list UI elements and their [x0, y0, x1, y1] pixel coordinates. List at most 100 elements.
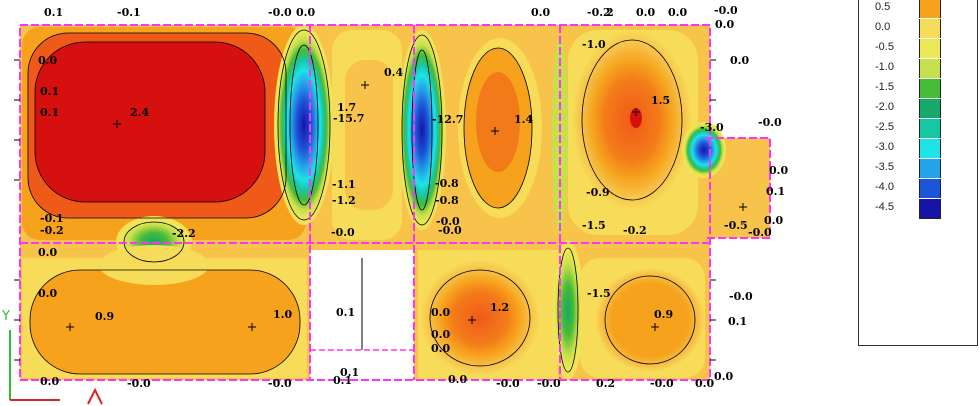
contour-label: -0.0: [438, 224, 462, 237]
contour-label: -1.1: [332, 178, 356, 191]
zone-ul-peak: [35, 42, 265, 202]
contour-label: -1.5: [582, 219, 606, 232]
color-legend: 0.5 0.0 -0.5 -1.0 -1.5 -2.0 -2.5 -3.0 -3.5 -4.0 -4…: [858, 0, 978, 346]
contour-label: 1.7: [337, 101, 356, 114]
legend-swatch: [919, 99, 941, 118]
zone-cold-spot: [682, 122, 726, 178]
contour-label: 0.0: [40, 375, 59, 388]
contour-label: -0.0: [268, 6, 292, 19]
contour-label: -0.0: [748, 226, 772, 239]
legend-item: 0.0: [875, 19, 955, 38]
contour-label: -1.5: [587, 287, 611, 300]
contour-label: 0.1: [40, 85, 59, 98]
contour-label: 0.0: [38, 54, 57, 67]
tick-marks: [14, 59, 716, 361]
axis-triad-icon: Y: [1, 309, 103, 405]
contour-label: 0.0: [764, 214, 783, 227]
legend-level-label: 0.0: [875, 21, 891, 33]
zone-r1-peak: [476, 72, 520, 172]
legend-item: -4.0: [875, 179, 955, 198]
contour-label: -0.0: [268, 377, 292, 390]
contour-label: 1.0: [273, 308, 292, 321]
zone-slot-right: [398, 30, 446, 230]
contour-label: 0.1: [44, 6, 63, 19]
legend-swatch: [919, 199, 941, 219]
contour-label: 0.9: [654, 308, 673, 321]
contour-label: -0.8: [435, 194, 459, 207]
contour-label: 0.1: [333, 374, 352, 387]
contour-label: 1.5: [651, 94, 670, 107]
contour-label: 0.0: [431, 342, 450, 355]
contour-label: -0.0: [127, 377, 151, 390]
legend-item: -2.5: [875, 119, 955, 138]
contour-label: 0.0: [695, 377, 714, 390]
contour-label: -1.2: [332, 194, 356, 207]
contour-label: -0.1: [40, 212, 64, 225]
contour-label: 0.0: [296, 6, 315, 19]
contour-label: -0.0: [758, 116, 782, 129]
legend-level-label: -1.5: [875, 81, 894, 93]
contour-label: 0.1: [40, 106, 59, 119]
legend-item: -1.5: [875, 79, 955, 98]
legend-swatch: [919, 79, 941, 98]
contour-label: 0.1: [766, 185, 785, 198]
contour-label: -0.9: [586, 186, 610, 199]
contour-label: -0.5: [724, 219, 748, 232]
zone-lr2-peak: [595, 268, 705, 372]
legend-level-label: -1.0: [875, 61, 894, 73]
contour-label: -0.0: [436, 215, 460, 228]
legend-swatch: [919, 59, 941, 78]
contour-label: 0.0: [431, 306, 450, 319]
zone-mid-inner: [345, 60, 393, 210]
contour-label: -0.0: [331, 226, 355, 239]
contour-label: 0.0: [448, 373, 467, 386]
contour-label: 0.0: [769, 164, 788, 177]
contour-label: 0.0: [636, 6, 655, 19]
zone-ll-peak: [30, 270, 300, 374]
contour-label: 2.4: [130, 106, 149, 119]
contour-label: -0.1: [117, 6, 141, 19]
contour-label: -0.2: [623, 224, 647, 237]
svg-text:Y: Y: [1, 309, 10, 324]
contour-label: 0.0: [38, 287, 57, 300]
panel-borders: [19, 24, 771, 381]
contour-label: -0.0: [729, 290, 753, 303]
legend-swatch: [919, 0, 941, 18]
contour-lines: [27, 29, 696, 375]
legend-swatch: [919, 39, 941, 58]
peak-markers: [66, 81, 747, 331]
contour-labels: 0.1 -0.1 -0.0 0.0 0.0 -0.22 0.0 0.0 -0.00.00.00.…: [38, 4, 788, 390]
zone-slot-left: [274, 25, 334, 225]
contour-label: 0.9: [95, 310, 114, 323]
contour-label: 0.1: [340, 366, 359, 379]
contour-label: 2: [606, 6, 614, 19]
contour-label: 0.1: [728, 315, 747, 328]
contour-label: 0.0: [531, 6, 550, 19]
legend-item: -1.0: [875, 59, 955, 78]
contour-label: -12.7: [432, 113, 463, 126]
zone-ll-notch: [99, 245, 209, 285]
contour-label: 0.4: [384, 66, 403, 79]
contour-label: 0.0: [714, 370, 733, 383]
contour-label: -15.7: [333, 112, 364, 125]
zone-lr1-peak: [420, 260, 540, 376]
contour-label: 1.2: [490, 301, 509, 314]
legend-item: -0.5: [875, 39, 955, 58]
legend-level-label: -4.0: [875, 181, 894, 193]
legend-level-label: -2.5: [875, 121, 894, 133]
legend-item: 0.5: [875, 0, 955, 18]
legend-swatch: [919, 179, 941, 198]
legend-item: -2.0: [875, 99, 955, 118]
legend-level-label: -3.0: [875, 141, 894, 153]
contour-label: -0.8: [435, 177, 459, 190]
legend-swatch: [919, 119, 941, 138]
zone-r2-core: [630, 108, 642, 128]
contour-label: 0.0: [715, 18, 734, 31]
contour-label: 0.0: [38, 246, 57, 259]
contour-label: 0.0: [431, 328, 450, 341]
legend-level-label: -0.5: [875, 41, 894, 53]
contour-label: -0.0: [496, 377, 520, 390]
legend-swatch: [919, 19, 941, 38]
legend-swatch: [919, 159, 941, 178]
legend-item: -4.5: [875, 199, 955, 219]
